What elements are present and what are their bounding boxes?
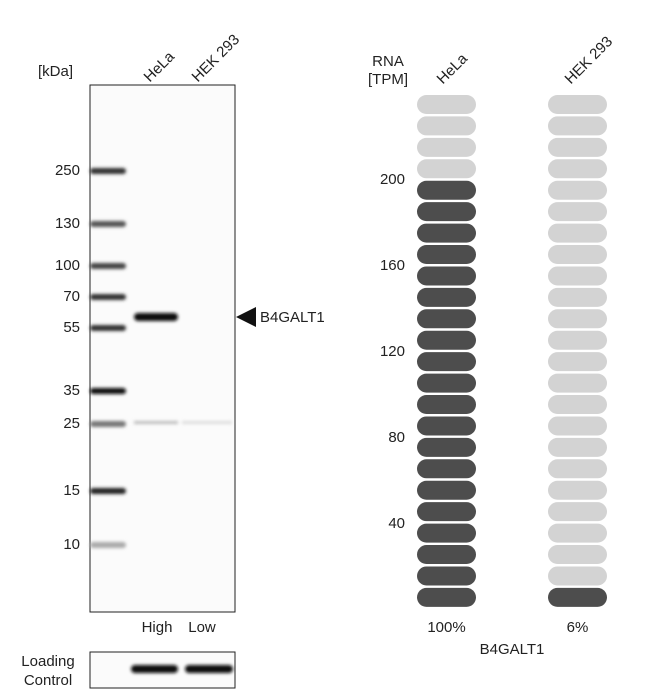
rna-pill [548,545,607,565]
rna-pill [417,159,476,179]
marker-label: 35 [63,382,80,399]
arrow [236,307,256,327]
rna-pill [548,566,607,586]
rna-pill [548,159,607,179]
rna-axis-label: RNA [372,53,404,70]
rna-tick-label: 200 [380,171,405,188]
rna-pill [548,137,607,157]
rna-pill [548,266,607,286]
rna-pill [417,352,476,372]
rna-pill [548,480,607,500]
marker-label: 250 [55,162,80,179]
ladder-band [90,542,126,548]
rna-pill [548,95,607,114]
gene-label: B4GALT1 [480,641,545,658]
rna-pill [417,137,476,157]
marker-label: 70 [63,288,80,305]
rna-pill [417,545,476,565]
rna-pill [417,202,476,222]
band [185,665,233,673]
rna-pill [548,180,607,200]
marker-label: 15 [63,482,80,499]
rna-pill [548,416,607,436]
rna-tick-label: 160 [380,257,405,274]
rna-pill [417,416,476,436]
rna-pill [548,502,607,522]
marker-label: 100 [55,257,80,274]
rna-tick-label: 40 [388,515,405,532]
rna-pill [548,223,607,243]
ladder-band [90,325,126,331]
rna-pill [417,523,476,543]
target-label: B4GALT1 [260,309,325,326]
band [134,313,178,321]
rna-pill [548,587,607,607]
rna-pill [417,566,476,586]
rna-tick-label: 120 [380,343,405,360]
rna-pill [417,180,476,200]
rna-pill [548,352,607,372]
rna-pill [417,437,476,457]
marker-label: 25 [63,415,80,432]
band [131,665,178,673]
expression-label: Low [188,619,216,636]
percent-label: 6% [567,619,589,636]
rna-pill [548,523,607,543]
lane-label: HEK 293 [189,31,243,85]
rna-pill [417,587,476,607]
ladder-band [90,221,126,227]
loading-label: Loading [21,653,74,670]
blot-bands [134,313,232,424]
kda-label: [kDa] [38,63,73,80]
ladder-band [90,421,126,427]
lane-label: HeLa [141,48,179,86]
marker-label: 10 [63,536,80,553]
rna-pill [548,373,607,393]
band [134,421,178,424]
rna-pill [548,202,607,222]
rna-pill [548,330,607,350]
rna-pill [548,309,607,329]
loading-label: Control [24,672,72,689]
percent-label: 100% [427,619,465,636]
rna-pill [548,395,607,415]
rna-pill [417,245,476,265]
marker-label: 130 [55,215,80,232]
rna-tick-label: 80 [388,429,405,446]
rna-pill [417,459,476,479]
rna-pill [548,459,607,479]
column-label: HeLa [434,50,472,88]
rna-pill [548,116,607,136]
blot-frame [89,84,236,613]
ladder-band [90,263,126,269]
rna-pill [417,309,476,329]
rna-pill [417,116,476,136]
rna-pill [417,373,476,393]
ladder-band [90,488,126,494]
expression-label: High [142,619,173,636]
rna-pill [548,287,607,307]
marker-label: 55 [63,319,80,336]
rna-pill [417,330,476,350]
ladder-band [90,168,126,174]
rna-pill [417,480,476,500]
rna-pill [417,287,476,307]
rna-pill [417,95,476,114]
column-label: HEK 293 [562,33,616,87]
ladder-band [90,388,126,394]
ladder-band [90,294,126,300]
loading-bands [131,665,233,673]
rna-pill [548,245,607,265]
rna-axis-label: [TPM] [368,71,408,88]
band [182,421,232,424]
rna-pill [548,437,607,457]
rna-pill [417,502,476,522]
rna-pill [417,266,476,286]
rna-pill [417,395,476,415]
rna-pill [417,223,476,243]
